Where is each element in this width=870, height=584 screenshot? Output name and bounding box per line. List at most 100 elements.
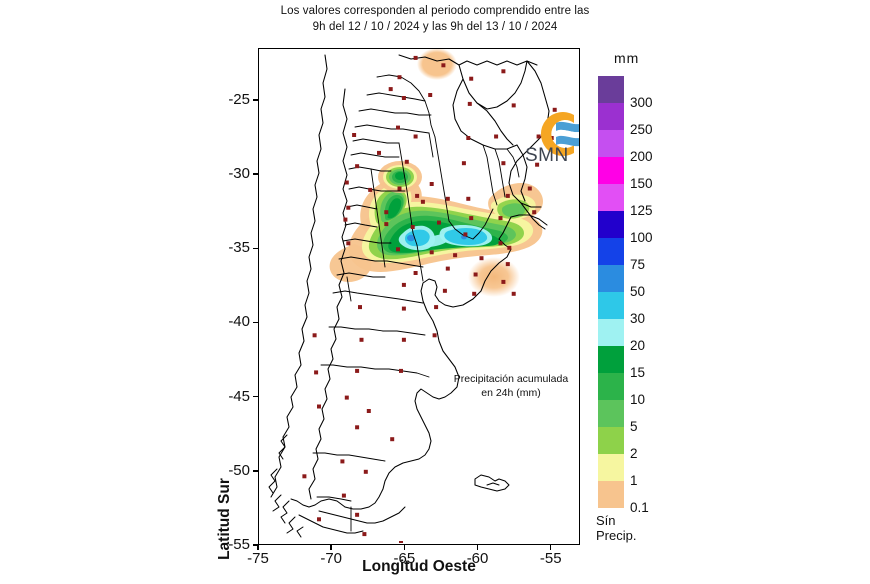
station-marker (355, 512, 360, 517)
colorbar-tick-label: 100 (630, 230, 653, 245)
station-marker (355, 425, 360, 430)
station-marker (359, 337, 364, 342)
x-tick-label: -70 (320, 550, 343, 567)
y-axis-title-wrap: Latitud Sur (196, 230, 326, 560)
colorbar-band (598, 454, 624, 481)
x-tick-label: -55 (539, 550, 562, 567)
station-marker (441, 63, 446, 68)
station-marker (404, 159, 409, 164)
colorbar-band (598, 238, 624, 265)
station-marker (505, 193, 510, 198)
y-tick-label: -50 (228, 461, 250, 479)
station-marker (384, 210, 389, 215)
station-marker (507, 245, 512, 250)
colorbar-band (598, 481, 624, 508)
y-axis-title: Latitud Sur (216, 478, 233, 560)
colorbar-tick-label: 0.1 (630, 500, 649, 515)
station-marker (498, 216, 503, 221)
station-marker (532, 210, 537, 215)
title-line-1: Los valores corresponden al periodo comp… (280, 5, 590, 17)
colorbar-tick-label: 50 (630, 284, 646, 299)
station-marker (314, 370, 319, 375)
station-marker (344, 395, 349, 400)
colorbar-band (598, 373, 624, 400)
map-plot-area[interactable]: SMN (258, 48, 580, 545)
y-tick-label: -35 (228, 239, 250, 257)
station-marker (535, 162, 540, 167)
station-marker (413, 134, 418, 139)
station-marker (390, 437, 395, 442)
y-tick (253, 544, 259, 546)
y-tick (253, 470, 259, 472)
station-marker (397, 75, 402, 80)
station-marker (396, 125, 400, 130)
y-tick-label: -40 (228, 313, 250, 331)
station-marker (397, 186, 402, 191)
station-marker (396, 247, 400, 252)
station-marker (384, 222, 389, 227)
station-marker (437, 220, 441, 225)
annotation-line-1: Precipitación acumulada (453, 373, 569, 385)
smn-logo-text: SMN (525, 145, 569, 166)
station-marker (410, 225, 415, 229)
y-tick (253, 247, 259, 249)
station-marker (472, 291, 477, 296)
colorbar[interactable] (598, 76, 624, 508)
title-line-2: 9h del 12 / 10 / 2024 y las 9h del 13 / … (312, 21, 558, 33)
y-tick-label: -55 (228, 536, 250, 553)
colorbar-tick-label: 150 (630, 176, 653, 191)
colorbar-tick-label: 75 (630, 257, 646, 272)
colorbar-band (598, 265, 624, 292)
station-marker (501, 161, 506, 166)
map-annotation: Precipitación acumulada en 24h (mm) (432, 372, 590, 400)
x-tick (550, 544, 552, 550)
colorbar-band (598, 211, 624, 238)
colorbar-band (598, 319, 624, 346)
annotation-line-2: en 24h (mm) (481, 387, 541, 399)
colorbar-tick-label: 1 (630, 473, 638, 488)
colorbar-band (598, 346, 624, 373)
station-marker (479, 256, 484, 261)
station-marker (429, 250, 434, 255)
station-marker (344, 180, 349, 185)
x-tick (403, 544, 406, 550)
x-tick-label: -75 (247, 550, 269, 567)
precipitation-contours (329, 49, 543, 297)
colorbar-tick-label: 300 (630, 95, 653, 110)
smn-logo-icon (526, 103, 579, 165)
station-marker (363, 469, 368, 474)
x-tick-label: -60 (466, 550, 489, 567)
colorbar-tick-label: 125 (630, 203, 653, 218)
y-tick (253, 395, 259, 398)
x-tick (257, 544, 259, 550)
colorbar-tick-label: 20 (630, 338, 646, 353)
station-markers (302, 55, 557, 543)
colorbar-band (598, 427, 624, 454)
x-tick (330, 544, 332, 550)
station-marker (428, 93, 433, 97)
station-marker (527, 186, 532, 191)
station-marker (494, 134, 499, 139)
station-marker (377, 150, 381, 155)
station-marker (434, 305, 439, 310)
y-tick-label: -45 (228, 387, 250, 405)
colorbar-band (598, 157, 624, 184)
station-marker (358, 305, 362, 310)
colorbar-tick-label: 30 (630, 311, 646, 326)
station-marker (401, 337, 406, 342)
station-marker (461, 161, 466, 166)
station-marker (552, 107, 557, 112)
station-marker (473, 272, 478, 277)
station-marker (355, 164, 360, 169)
station-marker (355, 368, 360, 373)
colorbar-tick-label: 200 (630, 149, 653, 164)
x-tick-label: -65 (393, 550, 416, 567)
station-marker (317, 404, 321, 409)
station-marker (401, 96, 406, 100)
station-marker (469, 76, 474, 81)
colorbar-band (598, 400, 624, 427)
station-marker (463, 232, 468, 237)
station-marker (346, 241, 351, 246)
station-marker (352, 133, 357, 137)
station-marker (511, 291, 516, 296)
